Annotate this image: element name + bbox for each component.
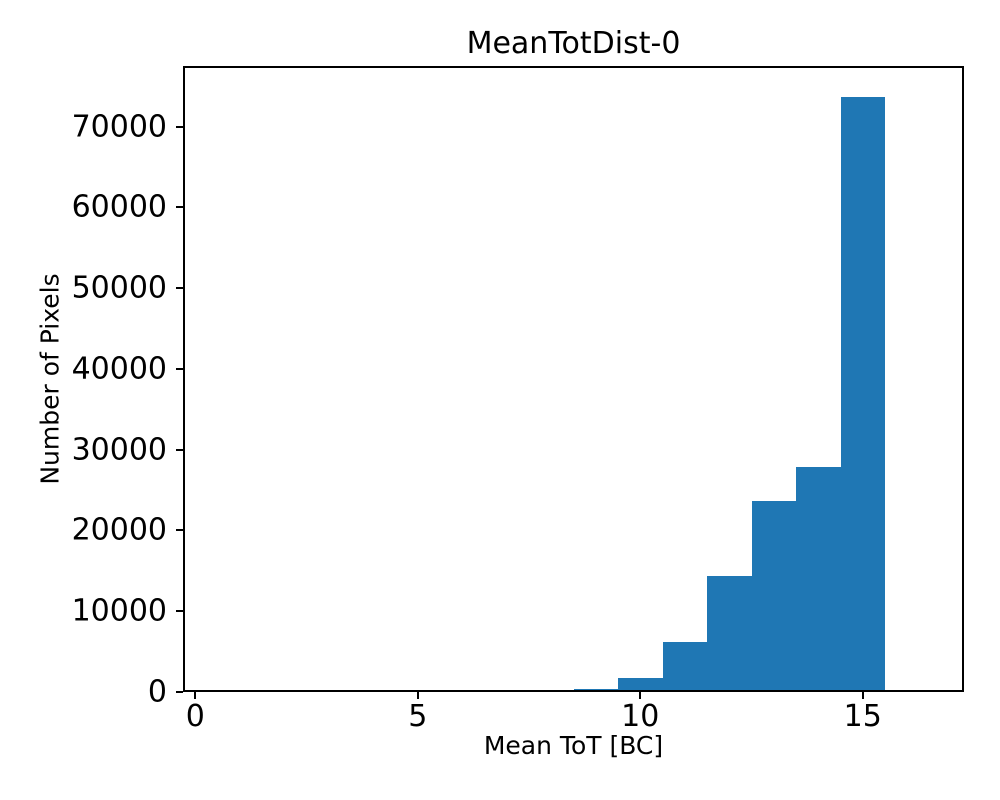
x-tick-label: 10: [621, 699, 660, 734]
y-tick-label: 40000: [71, 351, 167, 387]
x-tick-label: 5: [408, 699, 428, 734]
y-tick-label: 10000: [71, 593, 167, 629]
y-tick-label: 30000: [71, 432, 167, 468]
y-tick-mark: [176, 125, 183, 128]
plot-area: 0 5 10 15 0 10000 20000 30000 40000 50000 60000 700…: [72, 66, 964, 734]
histogram-bar: [662, 641, 707, 692]
histogram-bar: [707, 575, 752, 692]
histogram-bar: [751, 501, 796, 692]
chart-title: MeanTotDist-0: [466, 26, 681, 61]
histogram-bar: [573, 689, 618, 692]
x-tick-label: 0: [185, 699, 205, 734]
histogram-bar: [618, 678, 663, 692]
y-tick-label: 50000: [71, 270, 167, 306]
x-tick-mark: [639, 692, 642, 699]
x-tick-mark: [194, 692, 197, 699]
y-tick-mark: [176, 610, 183, 613]
x-tick-label: 15: [843, 699, 882, 734]
y-tick-mark: [176, 448, 183, 451]
y-tick-mark: [176, 367, 183, 370]
y-tick-mark: [176, 529, 183, 532]
y-tick-label: 0: [147, 674, 167, 710]
histogram-bar: [796, 466, 841, 692]
y-tick-label: 70000: [71, 109, 167, 145]
histogram-bar: [840, 96, 885, 692]
x-axis-label: Mean ToT [BC]: [483, 731, 664, 760]
x-tick-mark: [416, 692, 419, 699]
x-tick-mark: [861, 692, 864, 699]
y-tick-mark: [176, 206, 183, 209]
y-tick-mark: [176, 691, 183, 693]
y-tick-label: 20000: [71, 512, 167, 548]
y-tick-label: 60000: [71, 189, 167, 225]
y-tick-mark: [176, 287, 183, 290]
y-axis-label: Number of Pixels: [35, 273, 65, 485]
